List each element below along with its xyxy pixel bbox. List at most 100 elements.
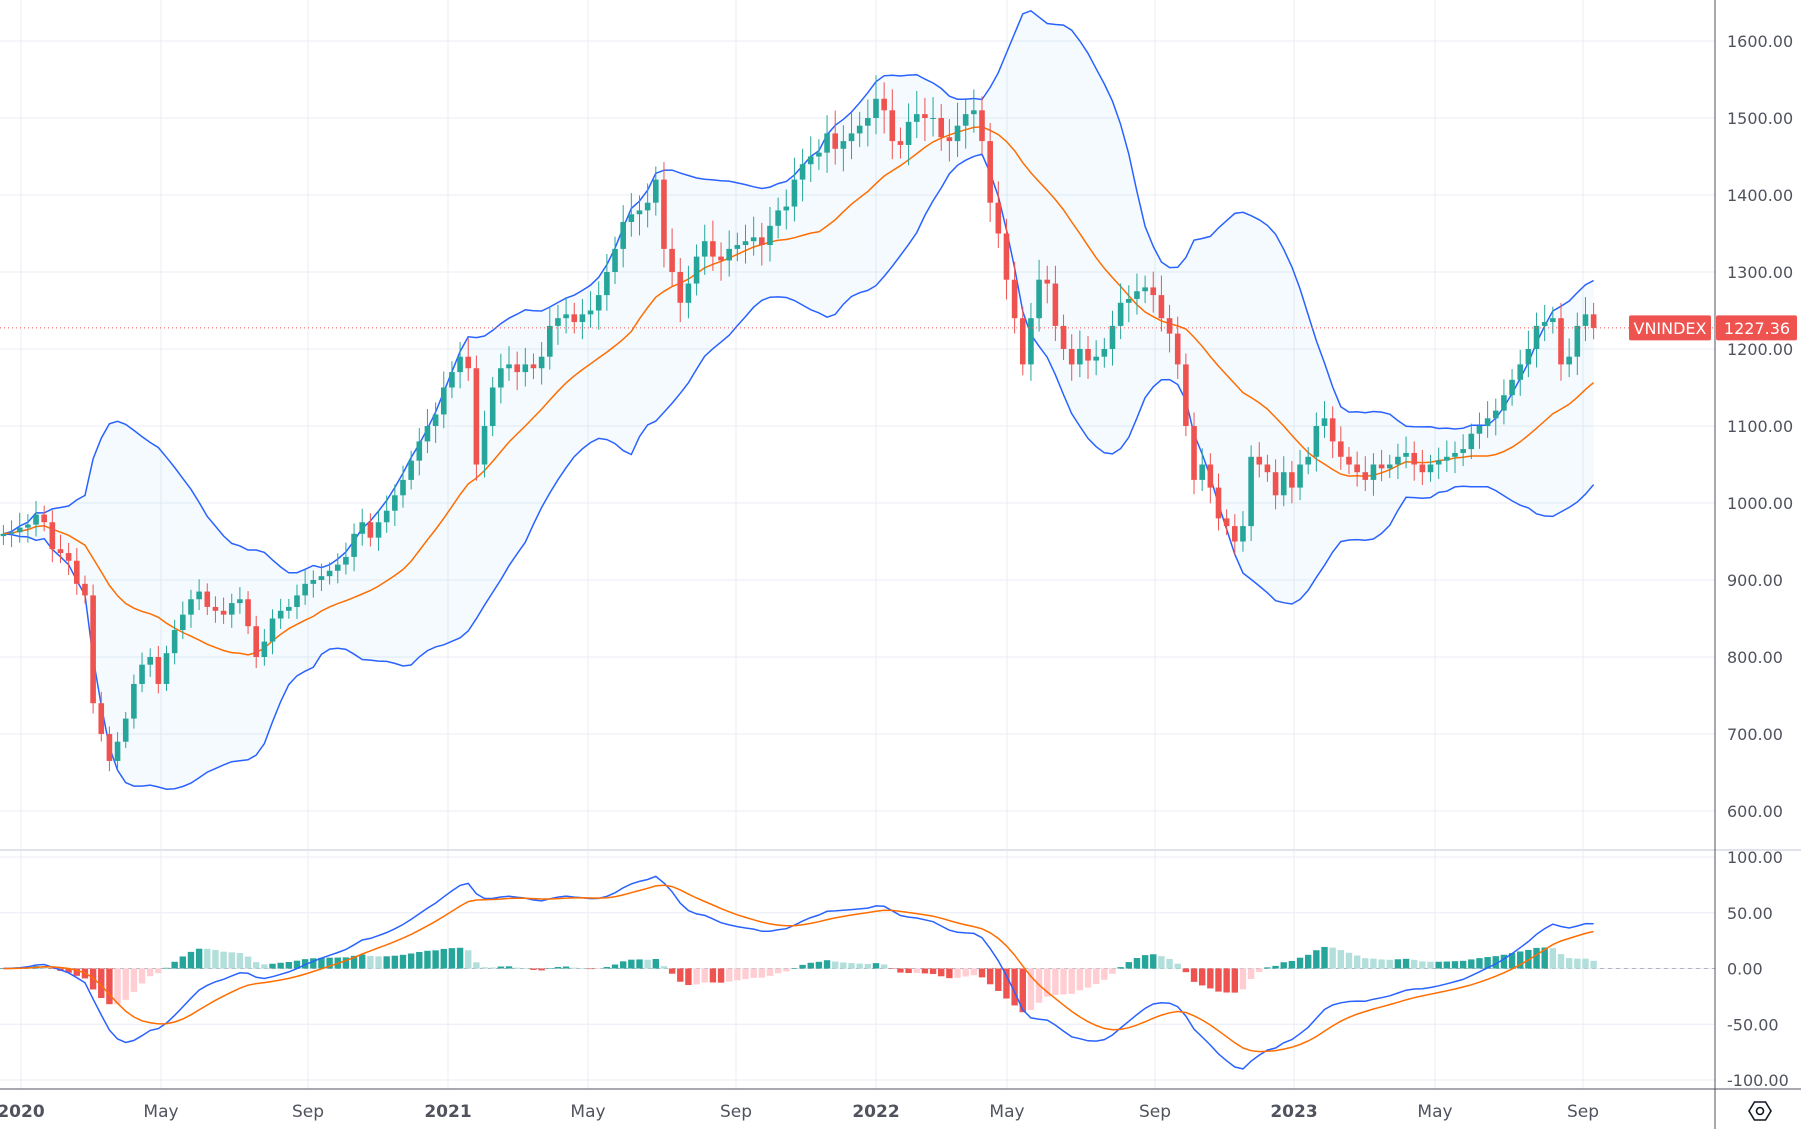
candle — [653, 166, 659, 216]
candle-body — [334, 564, 341, 571]
candle-body — [1003, 233, 1010, 280]
candle — [473, 355, 480, 481]
candle-body — [930, 118, 936, 119]
macd-histogram-bar — [383, 956, 390, 969]
candle-body — [1509, 379, 1515, 396]
candle-body — [33, 514, 39, 525]
macd-histogram-bar — [986, 968, 994, 985]
candle-body — [538, 356, 545, 369]
candle — [1125, 285, 1132, 323]
bollinger-bands — [3, 9, 1595, 790]
settings-icon[interactable] — [1748, 1101, 1772, 1121]
candle — [139, 652, 145, 693]
candle — [775, 197, 781, 239]
candle-body — [587, 310, 594, 315]
candle-body — [359, 522, 366, 534]
candle-body — [41, 514, 47, 523]
candle-body — [563, 314, 569, 319]
candle-body — [82, 583, 88, 596]
macd-histogram-bar — [228, 952, 235, 969]
macd-pane — [0, 875, 1715, 1070]
candle-body — [1289, 472, 1295, 488]
price-tick-label: 700.00 — [1727, 725, 1783, 744]
candle — [465, 338, 472, 381]
macd-histogram-bar — [701, 968, 708, 983]
candle — [579, 299, 586, 340]
macd-histogram-bar — [456, 947, 464, 969]
macd-histogram-bar — [1231, 968, 1239, 993]
candle — [351, 523, 357, 572]
candle-body — [1044, 279, 1051, 284]
macd-histogram-bar — [1052, 968, 1059, 995]
macd-histogram-bar — [277, 962, 284, 969]
macd-histogram-bar — [938, 968, 945, 977]
time-tick-label: Sep — [1139, 1102, 1171, 1122]
macd-histogram-bar — [1288, 960, 1296, 969]
macd-tick-label: -100.00 — [1727, 1071, 1789, 1090]
candle — [979, 96, 985, 155]
candle-body — [1525, 349, 1532, 365]
candle — [41, 505, 47, 532]
candle — [261, 628, 268, 666]
macd-histogram-bar — [766, 968, 774, 976]
macd-histogram-bar — [1557, 954, 1565, 969]
macd-histogram-bar — [1223, 968, 1230, 993]
macd-axis[interactable]: 100.00 50.00 0.00 -50.00 -100.00 — [1727, 848, 1789, 1090]
candle — [905, 103, 912, 166]
candle — [1142, 275, 1148, 304]
candle-body — [1313, 426, 1320, 457]
macd-histogram-bar — [603, 967, 611, 969]
candle — [0, 524, 7, 545]
macd-histogram-bar — [538, 968, 545, 971]
candle — [1338, 426, 1344, 470]
macd-histogram-bar — [301, 959, 309, 969]
candle-body — [1444, 456, 1450, 461]
macd-histogram-bar — [1419, 961, 1426, 969]
macd-histogram-bar — [244, 956, 252, 969]
candle — [1346, 447, 1352, 475]
macd-histogram-bar — [342, 957, 350, 969]
macd-histogram-bar — [962, 968, 969, 977]
macd-histogram-bar — [791, 968, 798, 969]
macd-histogram-bar — [652, 959, 659, 969]
macd-histogram-bar — [1158, 956, 1165, 969]
candle — [612, 236, 618, 285]
candle-body — [498, 368, 504, 388]
candle-body — [514, 364, 520, 373]
candle — [799, 148, 806, 202]
candle-body — [432, 414, 439, 426]
macd-histogram-bar — [220, 951, 227, 969]
time-axis[interactable]: 2020 May Sep 2021 May Sep 2022 May Sep 2023 May Sep — [0, 1102, 1599, 1122]
candle-body — [506, 364, 512, 369]
macd-histogram-bar — [725, 968, 733, 982]
candle-body — [1501, 395, 1507, 411]
candle-body — [677, 272, 684, 303]
candle — [1386, 454, 1393, 479]
macd-histogram-bar — [587, 968, 594, 970]
candle — [1558, 302, 1564, 381]
candle — [1427, 454, 1434, 482]
macd-histogram-bar — [122, 968, 129, 1000]
candle — [1028, 302, 1034, 381]
candle-body — [1011, 279, 1018, 319]
macd-histogram-bar — [350, 955, 358, 969]
candle — [188, 589, 194, 628]
macd-histogram-bar — [644, 959, 651, 969]
macd-histogram-bar — [1076, 968, 1084, 991]
candle — [269, 609, 276, 655]
candle — [750, 216, 757, 256]
price-axis[interactable]: 1600.00 1500.00 1400.00 1300.00 1200.00 1100.… — [1727, 32, 1793, 821]
candle-body — [228, 603, 235, 615]
candle — [563, 297, 569, 334]
candle — [620, 205, 626, 268]
candle-body — [90, 595, 96, 704]
candle — [661, 162, 667, 268]
macd-histogram-bar — [163, 967, 170, 969]
candle — [962, 97, 969, 149]
macd-histogram-bar — [546, 968, 553, 969]
candle — [82, 575, 88, 604]
macd-histogram-bar — [677, 968, 684, 982]
candle-body — [1215, 487, 1222, 519]
macd-histogram-bar — [1305, 954, 1312, 969]
